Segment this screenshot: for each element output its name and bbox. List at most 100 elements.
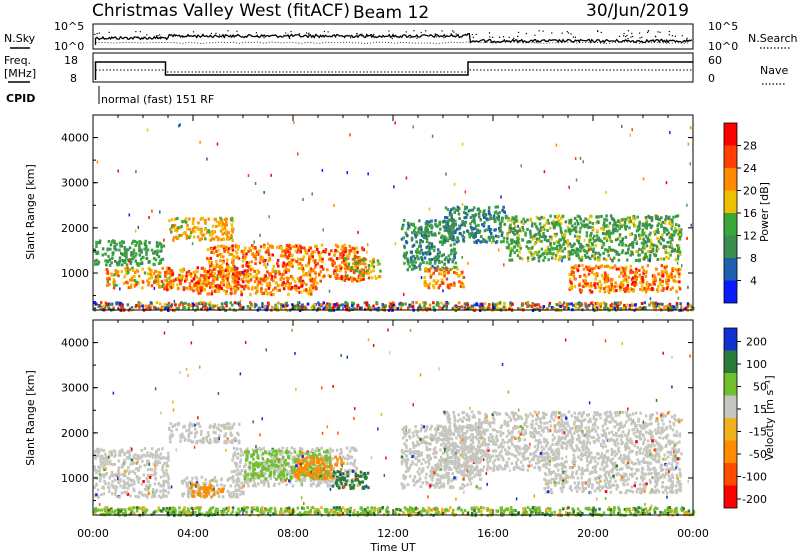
power-cell	[231, 219, 235, 223]
power-cell	[604, 258, 608, 262]
velocity-cell	[123, 474, 127, 478]
power-cell	[507, 243, 511, 247]
power-cell	[174, 217, 177, 221]
velocity-cell	[155, 488, 159, 492]
power-cell	[360, 306, 363, 310]
power-cell	[350, 301, 354, 305]
power-cell	[420, 230, 423, 234]
velocity-cell	[108, 476, 111, 480]
power-cell	[348, 306, 351, 310]
power-cell	[584, 225, 587, 229]
power-cell	[176, 276, 180, 280]
power-cell	[613, 222, 616, 226]
power-cell	[170, 274, 173, 278]
power-cell	[576, 268, 580, 272]
power-cell	[578, 256, 581, 260]
power-cell	[638, 268, 641, 272]
power-cell	[114, 259, 117, 263]
power-cell	[641, 246, 645, 250]
power-cell	[196, 286, 199, 290]
velocity-cell	[111, 480, 114, 484]
power-cell	[360, 268, 364, 272]
power-cell	[133, 271, 137, 275]
power-cell	[438, 240, 442, 244]
power-cell	[255, 272, 259, 276]
power-cell	[444, 256, 448, 260]
power-cell	[428, 220, 431, 224]
power-cell	[678, 287, 682, 291]
power-cell	[487, 206, 491, 210]
velocity-cell	[234, 484, 237, 488]
power-cell	[201, 266, 204, 270]
power-cell	[494, 234, 498, 238]
power-cell	[603, 290, 607, 294]
power-cell	[487, 217, 491, 221]
velocity-cell	[176, 422, 180, 426]
power-cell	[596, 302, 600, 306]
velocity-cell	[180, 480, 184, 484]
power-cell	[371, 307, 374, 311]
velocity-cell	[351, 462, 355, 466]
power-cell	[643, 257, 646, 261]
power-cell	[173, 309, 176, 313]
power-cell	[165, 278, 168, 282]
power-cell	[470, 233, 474, 237]
power-cell	[153, 280, 156, 284]
power-cell	[157, 270, 160, 274]
power-cell	[393, 185, 395, 189]
power-cell	[441, 242, 444, 246]
power-cell	[113, 241, 116, 245]
power-cell	[482, 237, 485, 241]
power-cell	[242, 272, 246, 276]
power-cell	[574, 225, 578, 229]
power-cell	[359, 256, 361, 260]
power-cell	[596, 220, 600, 224]
power-cell	[428, 248, 431, 252]
nsky-dot	[413, 30, 415, 32]
power-cell	[653, 275, 657, 279]
power-cell	[543, 170, 546, 174]
power-cell	[480, 303, 484, 307]
power-cell	[622, 274, 625, 278]
power-cell	[671, 238, 674, 242]
sky-tick-high: 10^5	[54, 20, 84, 33]
velocity-cell	[131, 470, 135, 474]
power-cell	[508, 253, 512, 257]
velocity-cell	[163, 461, 166, 465]
power-cell	[352, 302, 356, 306]
power-cell	[322, 301, 326, 305]
power-cell	[204, 307, 207, 311]
nsky-dot	[686, 37, 688, 39]
power-cell	[558, 224, 562, 228]
velocity-cell	[154, 460, 157, 464]
power-cell	[420, 276, 423, 280]
power-cell	[223, 218, 227, 222]
power-cell	[516, 219, 519, 223]
power-cell	[461, 270, 464, 274]
power-cell	[270, 292, 273, 296]
nsky-dot	[308, 32, 310, 34]
power-cell	[177, 307, 180, 311]
power-cell	[266, 270, 269, 274]
power-cell	[420, 248, 423, 252]
power-cell	[241, 259, 245, 263]
power-cell	[377, 275, 381, 279]
power-cell	[179, 301, 183, 305]
power-cell	[209, 256, 213, 260]
velocity-cell	[121, 486, 125, 490]
power-cell	[404, 302, 407, 306]
velocity-cell	[146, 479, 149, 483]
power-cell	[668, 275, 671, 279]
power-cell	[504, 305, 507, 309]
power-cell	[233, 265, 236, 269]
velocity-cell	[102, 475, 106, 479]
power-cell	[624, 289, 627, 293]
velocity-cell	[290, 446, 294, 450]
velocity-cell	[99, 476, 102, 480]
nsky-dot	[630, 36, 632, 38]
power-cell	[651, 247, 655, 251]
power-cell	[631, 216, 635, 220]
velocity-cell	[142, 453, 146, 457]
power-cell	[367, 172, 369, 176]
power-cell	[538, 233, 541, 237]
